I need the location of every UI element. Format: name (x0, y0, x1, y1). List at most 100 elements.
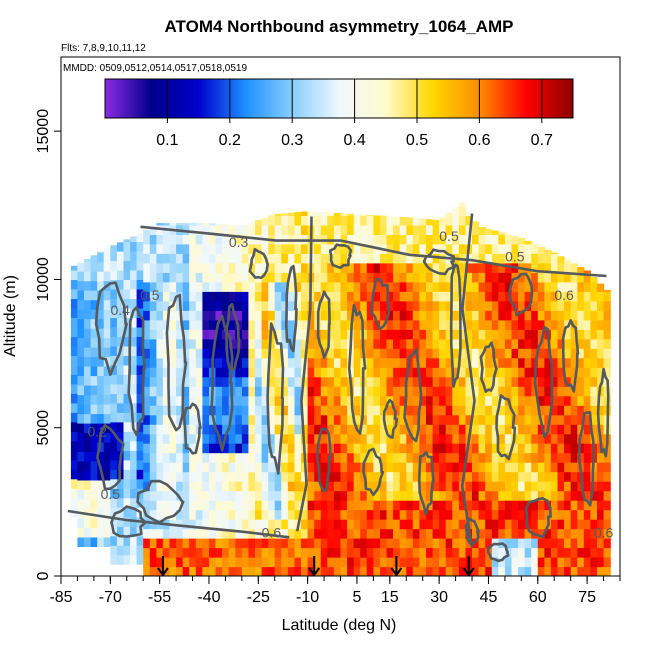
heatmap-cell (531, 471, 539, 482)
heatmap-cell (373, 557, 381, 568)
heatmap-cell (511, 452, 519, 463)
heatmap-cell (287, 443, 296, 454)
heatmap-cell (182, 224, 190, 235)
heatmap-cell (314, 414, 322, 425)
heatmap-cell (353, 490, 361, 501)
heatmap-cell (386, 272, 394, 283)
heatmap-cell (320, 414, 328, 425)
heatmap-cell (301, 376, 309, 387)
heatmap-cell (169, 433, 177, 444)
heatmap-cell (393, 424, 401, 435)
heatmap-cell (333, 357, 342, 368)
heatmap-cell (380, 471, 388, 482)
heatmap-cell (123, 355, 131, 366)
heatmap-cell (149, 462, 157, 473)
heatmap-cell (452, 538, 460, 549)
heatmap-cell (228, 443, 236, 454)
heatmap-cell (485, 262, 493, 273)
heatmap-cell (557, 319, 565, 330)
heatmap-cell (333, 433, 342, 444)
heatmap-cell (215, 395, 223, 406)
heatmap-cell (294, 272, 302, 283)
contour-line (369, 278, 391, 331)
heatmap-cell (77, 299, 85, 310)
heatmap-cell (570, 272, 578, 283)
heatmap-cell (287, 329, 296, 340)
heatmap-cell (557, 272, 565, 283)
heatmap-cell (531, 253, 539, 264)
heatmap-cell (327, 300, 335, 311)
heatmap-cell (399, 424, 407, 435)
heatmap-cell (465, 253, 473, 264)
heatmap-cell (504, 443, 513, 454)
heatmap-cell (412, 509, 420, 520)
heatmap-cell (228, 509, 236, 520)
heatmap-cell (360, 424, 368, 435)
heatmap-cell (419, 557, 427, 568)
contour-line (285, 264, 298, 353)
heatmap-cell (524, 319, 532, 330)
heatmap-cell (301, 471, 309, 482)
heatmap-cell (281, 376, 289, 387)
heatmap-cell (90, 271, 98, 282)
heatmap-cell (149, 367, 157, 378)
heatmap-cell (412, 414, 420, 425)
heatmap-cell (70, 469, 79, 480)
heatmap-cell (347, 547, 355, 558)
heatmap-cell (472, 462, 480, 473)
heatmap-cell (90, 337, 98, 348)
heatmap-cell (97, 423, 105, 434)
heatmap-cell (294, 509, 302, 520)
heatmap-cell (478, 519, 486, 530)
heatmap-cell (110, 412, 118, 423)
heatmap-cell (130, 440, 138, 451)
heatmap-cell (176, 414, 184, 425)
heatmap-cell (419, 471, 427, 482)
heatmap-cell (544, 405, 552, 416)
heatmap-cell (169, 443, 177, 454)
heatmap-cell (103, 366, 111, 377)
heatmap-cell (393, 262, 401, 273)
heatmap-cell (366, 481, 374, 492)
heatmap-cell (564, 272, 572, 283)
heatmap-cell (439, 348, 447, 359)
heatmap-cell (162, 490, 171, 501)
heatmap-cell (597, 452, 605, 463)
heatmap-cell (426, 376, 434, 387)
heatmap-cell (386, 348, 394, 359)
heatmap-cell (570, 424, 578, 435)
contour-line (165, 293, 188, 432)
heatmap-cell (452, 528, 460, 539)
heatmap-cell (347, 490, 355, 501)
heatmap-cell (597, 471, 605, 482)
heatmap-cell (353, 509, 361, 520)
heatmap-cell (583, 509, 591, 520)
heatmap-cell (570, 329, 578, 340)
heatmap-cell (504, 253, 513, 264)
heatmap-cell (130, 545, 138, 556)
heatmap-cell (380, 433, 388, 444)
heatmap-cell (531, 547, 539, 558)
heatmap-cell (189, 348, 197, 359)
heatmap-cell (597, 310, 605, 321)
heatmap-cell (301, 224, 309, 235)
heatmap-cell (287, 272, 296, 283)
heatmap-cell (287, 405, 296, 416)
heatmap-cell (340, 310, 348, 321)
heatmap-cell (478, 452, 486, 463)
heatmap-cell (419, 281, 427, 292)
heatmap-cell (301, 509, 309, 520)
heatmap-cell (419, 519, 427, 530)
heatmap-cell (281, 224, 289, 235)
heatmap-cell (485, 519, 493, 530)
heatmap-cell (386, 462, 394, 473)
heatmap-cell (419, 338, 427, 349)
heatmap-cell (143, 272, 151, 283)
heatmap-cell (557, 310, 565, 321)
heatmap-cell (399, 490, 407, 501)
heatmap-cell (386, 262, 394, 273)
heatmap-cell (340, 471, 348, 482)
heatmap-cell (504, 376, 513, 387)
heatmap-cell (366, 405, 374, 416)
heatmap-cell (301, 395, 309, 406)
